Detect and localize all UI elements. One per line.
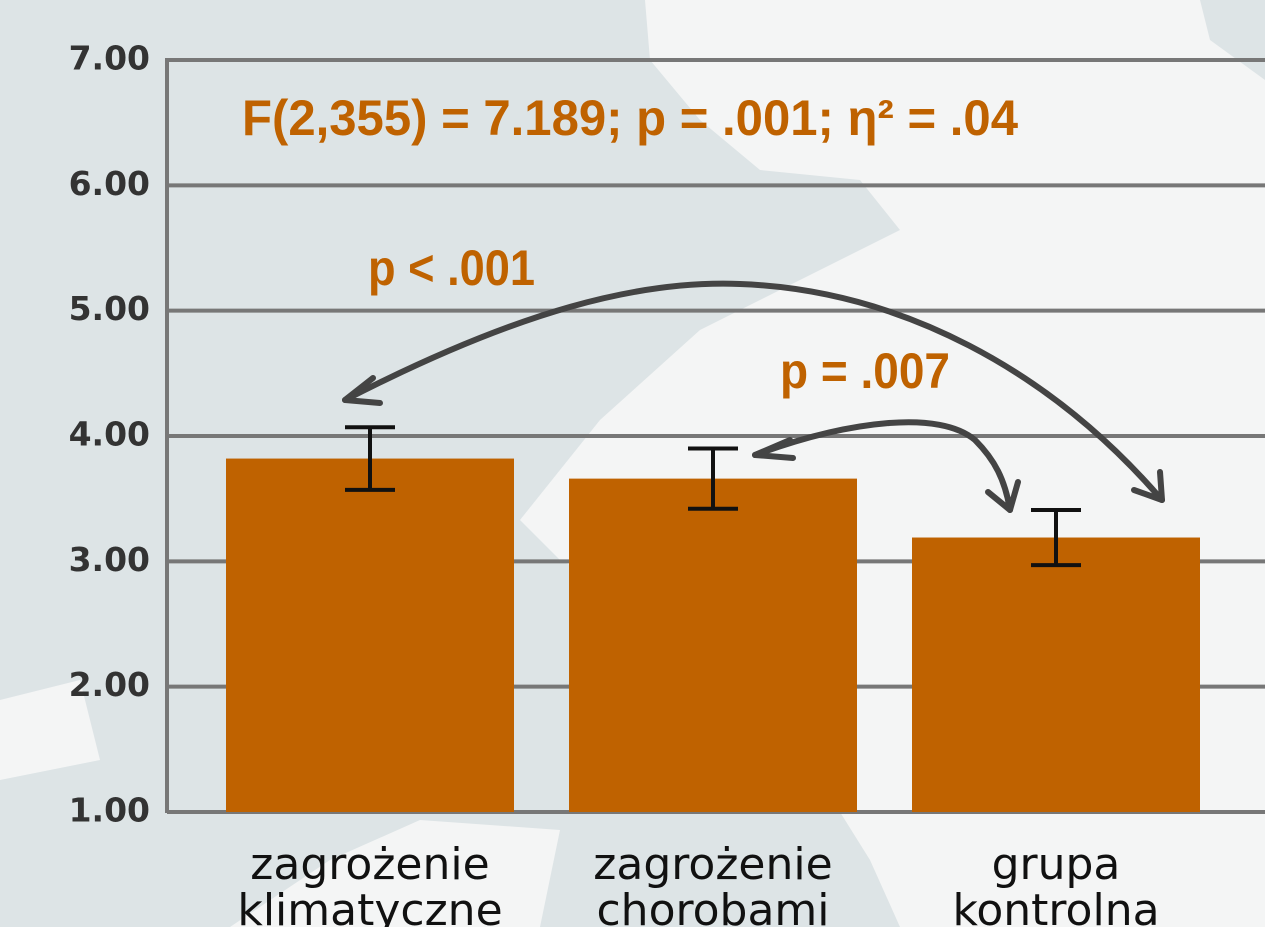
y-tick-label: 2.00 [69, 665, 150, 704]
bar [569, 478, 857, 812]
bar [912, 537, 1200, 812]
anova-annotation: F(2,355) = 7.189; p = .001; η² = .04 [242, 90, 1018, 146]
y-tick-label: 7.00 [69, 39, 150, 78]
x-tick-label: grupa kontrolna [952, 839, 1160, 927]
y-tick-label: 1.00 [69, 791, 150, 830]
comparison-annotation: p < .001 [368, 240, 535, 296]
y-tick-label: 3.00 [69, 540, 150, 579]
comparison-annotation: p = .007 [780, 343, 950, 399]
error-bar [688, 446, 738, 511]
bar [226, 458, 514, 812]
y-tick-label: 4.00 [69, 415, 150, 454]
error-bar-stroke [1031, 507, 1081, 568]
error-bar-stroke [345, 425, 395, 492]
y-tick-label: 6.00 [69, 164, 150, 203]
error-bar [1031, 507, 1081, 568]
x-tick-label: zagrożenie chorobami [593, 839, 833, 927]
bars [226, 458, 1200, 812]
arrows [342, 280, 1165, 513]
y-tick-label: 5.00 [69, 289, 150, 328]
error-bar-stroke [688, 446, 738, 511]
x-tick-label: zagrożenie klimatyczne [237, 839, 503, 927]
error-bar [345, 425, 395, 492]
